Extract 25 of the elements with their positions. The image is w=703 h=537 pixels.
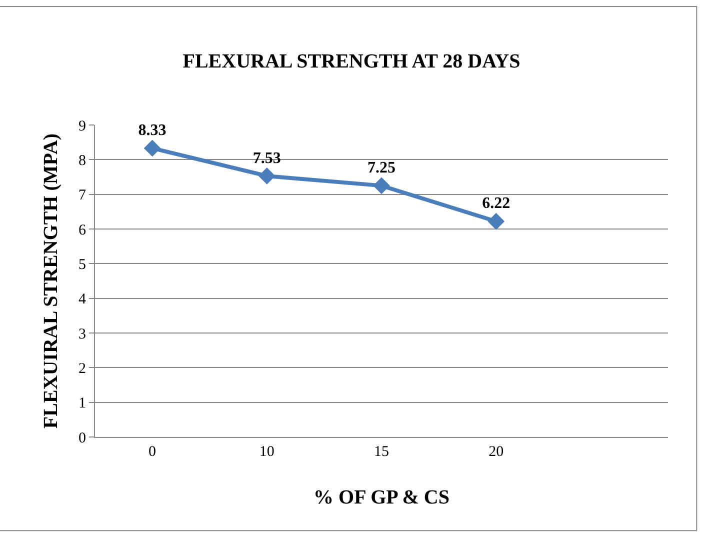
y-tick-label: 8	[78, 152, 86, 169]
y-tick-label: 2	[78, 360, 86, 377]
x-tick-label: 15	[374, 444, 389, 460]
point	[144, 140, 161, 157]
y-tick-label: 0	[78, 430, 86, 446]
point	[373, 177, 390, 194]
y-tick-label: 7	[78, 188, 86, 204]
data-label: 7.53	[252, 150, 281, 167]
y-tick-label: 5	[78, 256, 86, 273]
data-label: 7.25	[368, 160, 396, 177]
x-tick-label: 20	[488, 444, 504, 460]
point	[488, 212, 505, 230]
y-tick-label: 4	[78, 292, 86, 308]
x-tick-label: 10	[259, 444, 274, 460]
point	[258, 168, 276, 184]
y-tick-label: 3	[78, 326, 86, 342]
y-tick-label: 6	[78, 222, 86, 238]
data-label: 6.22	[482, 195, 510, 212]
chart-title: FLEXURAL STRENGTH AT 28 DAYS	[182, 50, 520, 73]
data-label: 8.33	[138, 122, 166, 140]
x-tick-label: 0	[148, 444, 156, 460]
y-tick-label: 1	[78, 396, 86, 412]
y-axis-title: FLEXUIRAL STRENGTH (MPA)	[40, 133, 62, 429]
y-tick-label: 9	[78, 118, 86, 134]
x-axis-title: % OF GP & CS	[314, 486, 450, 508]
